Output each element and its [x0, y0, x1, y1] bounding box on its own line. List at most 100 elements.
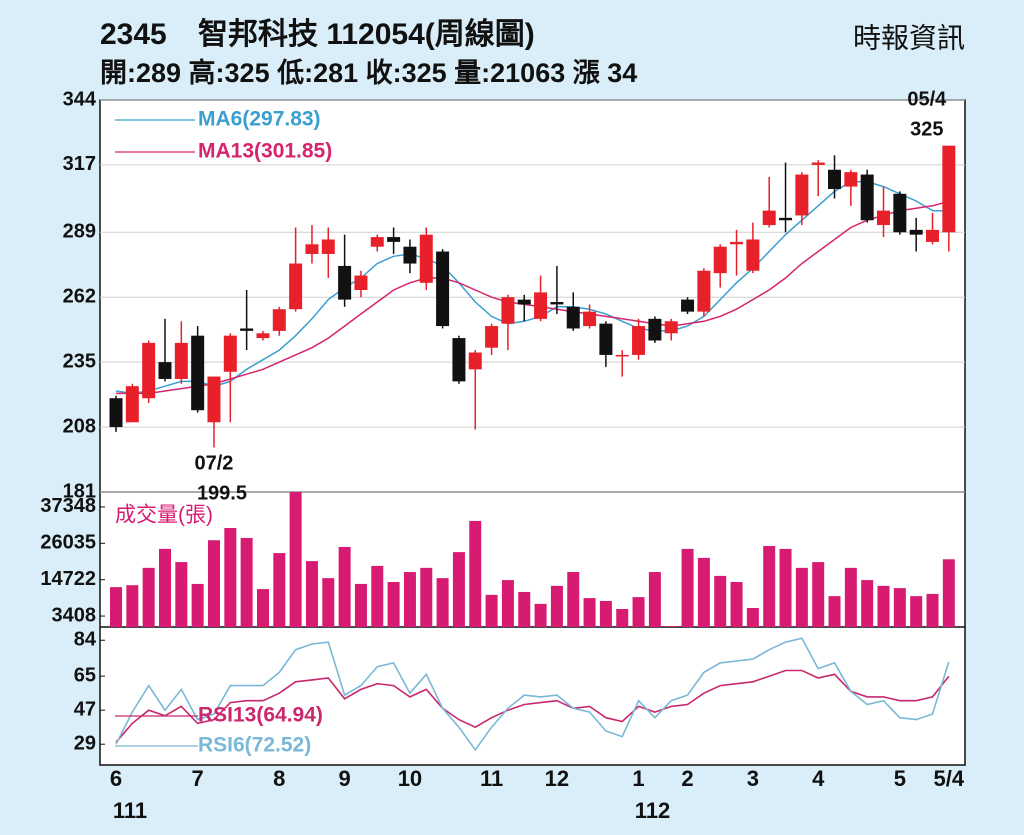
bar — [273, 553, 286, 627]
bar — [240, 537, 253, 627]
candle-body — [664, 321, 678, 334]
candle-body — [436, 251, 450, 327]
bar — [354, 583, 367, 627]
candle-body — [321, 239, 335, 254]
y-tick-label: 37348 — [40, 495, 96, 517]
candle-body — [517, 299, 531, 305]
bar — [828, 596, 841, 627]
line — [115, 181, 949, 395]
bar — [387, 582, 400, 627]
bar — [469, 520, 482, 627]
candle-body — [501, 297, 515, 324]
candle-body — [844, 172, 858, 187]
y-tick-label: 181 — [63, 480, 96, 502]
bar — [158, 548, 171, 627]
bar — [534, 603, 547, 627]
bar — [142, 567, 155, 627]
bar — [763, 546, 776, 627]
bar — [110, 587, 122, 627]
bar — [616, 609, 629, 627]
bar — [779, 548, 792, 627]
y-tick-label: 317 — [63, 153, 96, 175]
candle-body — [860, 174, 874, 221]
x-tick-label: 3 — [747, 766, 759, 791]
candle-body — [207, 376, 221, 423]
candle-body — [370, 237, 384, 247]
bar — [746, 608, 759, 627]
bar — [403, 572, 416, 627]
bar — [714, 575, 727, 627]
candle-body — [730, 241, 744, 245]
candle-body — [338, 265, 352, 300]
x-tick-label: 8 — [273, 766, 285, 791]
candle-body — [583, 311, 597, 327]
candle-body — [566, 306, 580, 329]
bar — [681, 548, 694, 627]
bar — [485, 594, 498, 627]
candle-body — [811, 162, 825, 165]
bar — [126, 585, 139, 627]
candle-body — [599, 323, 613, 355]
bar — [207, 540, 220, 627]
candle-body — [877, 210, 891, 226]
x-tick-label: 11 — [480, 766, 503, 791]
volume-bars — [110, 492, 955, 627]
source: 時報資訊 — [853, 22, 965, 53]
candle-body — [158, 362, 172, 379]
bar — [583, 598, 596, 627]
candle-body — [615, 354, 629, 357]
y-tick-label: 84 — [74, 629, 97, 651]
y-tick-label: 47 — [74, 698, 96, 720]
candle-body — [942, 145, 956, 233]
x-year-label: 111 — [113, 798, 147, 823]
candle-body — [795, 174, 809, 216]
bar — [665, 626, 678, 627]
candle-body — [648, 318, 662, 341]
bar — [175, 562, 188, 627]
quote: 開:289 高:325 低:281 收:325 量:21063 漲 34 — [100, 57, 637, 88]
stock-name: 智邦科技 112054(周線圖) — [198, 17, 535, 51]
candle-body — [174, 342, 188, 379]
candle-body — [354, 275, 368, 290]
x-tick-label: 7 — [192, 766, 204, 791]
legend-label: MA6(297.83) — [198, 108, 321, 131]
bar — [926, 593, 939, 627]
bar — [371, 565, 384, 627]
bar — [648, 572, 661, 627]
bar — [697, 557, 710, 627]
x-tick-label: 5/4 — [934, 766, 965, 791]
bar — [436, 578, 449, 627]
line — [115, 669, 950, 743]
annotation: 07/2 — [195, 452, 234, 474]
candle-body — [893, 193, 907, 233]
line — [115, 637, 950, 752]
y-tick-label: 262 — [63, 285, 96, 307]
bar — [289, 492, 302, 627]
y-tick-label: 65 — [74, 664, 96, 686]
bar — [518, 591, 531, 627]
candle-body — [697, 270, 711, 312]
bar — [795, 567, 808, 627]
candle-body — [926, 229, 939, 242]
y-tick-label: 29 — [74, 732, 96, 754]
bar — [861, 580, 874, 627]
candle-body — [256, 333, 270, 339]
candle-body — [762, 210, 776, 226]
x-tick-label: 2 — [681, 766, 693, 791]
candle-body — [191, 335, 205, 411]
legend-label: RSI6(72.52) — [198, 734, 311, 757]
bar — [942, 559, 955, 627]
rsi-lines — [115, 637, 950, 752]
bar — [420, 567, 433, 627]
bar — [910, 596, 923, 627]
candle-body — [403, 246, 417, 264]
x-tick-label: 6 — [110, 766, 122, 791]
bar — [877, 585, 890, 627]
bar — [501, 580, 514, 627]
candle-body — [779, 217, 793, 221]
annotation: 325 — [910, 118, 943, 140]
x-tick-label: 9 — [338, 766, 350, 791]
y-tick-label: 3408 — [52, 604, 97, 626]
